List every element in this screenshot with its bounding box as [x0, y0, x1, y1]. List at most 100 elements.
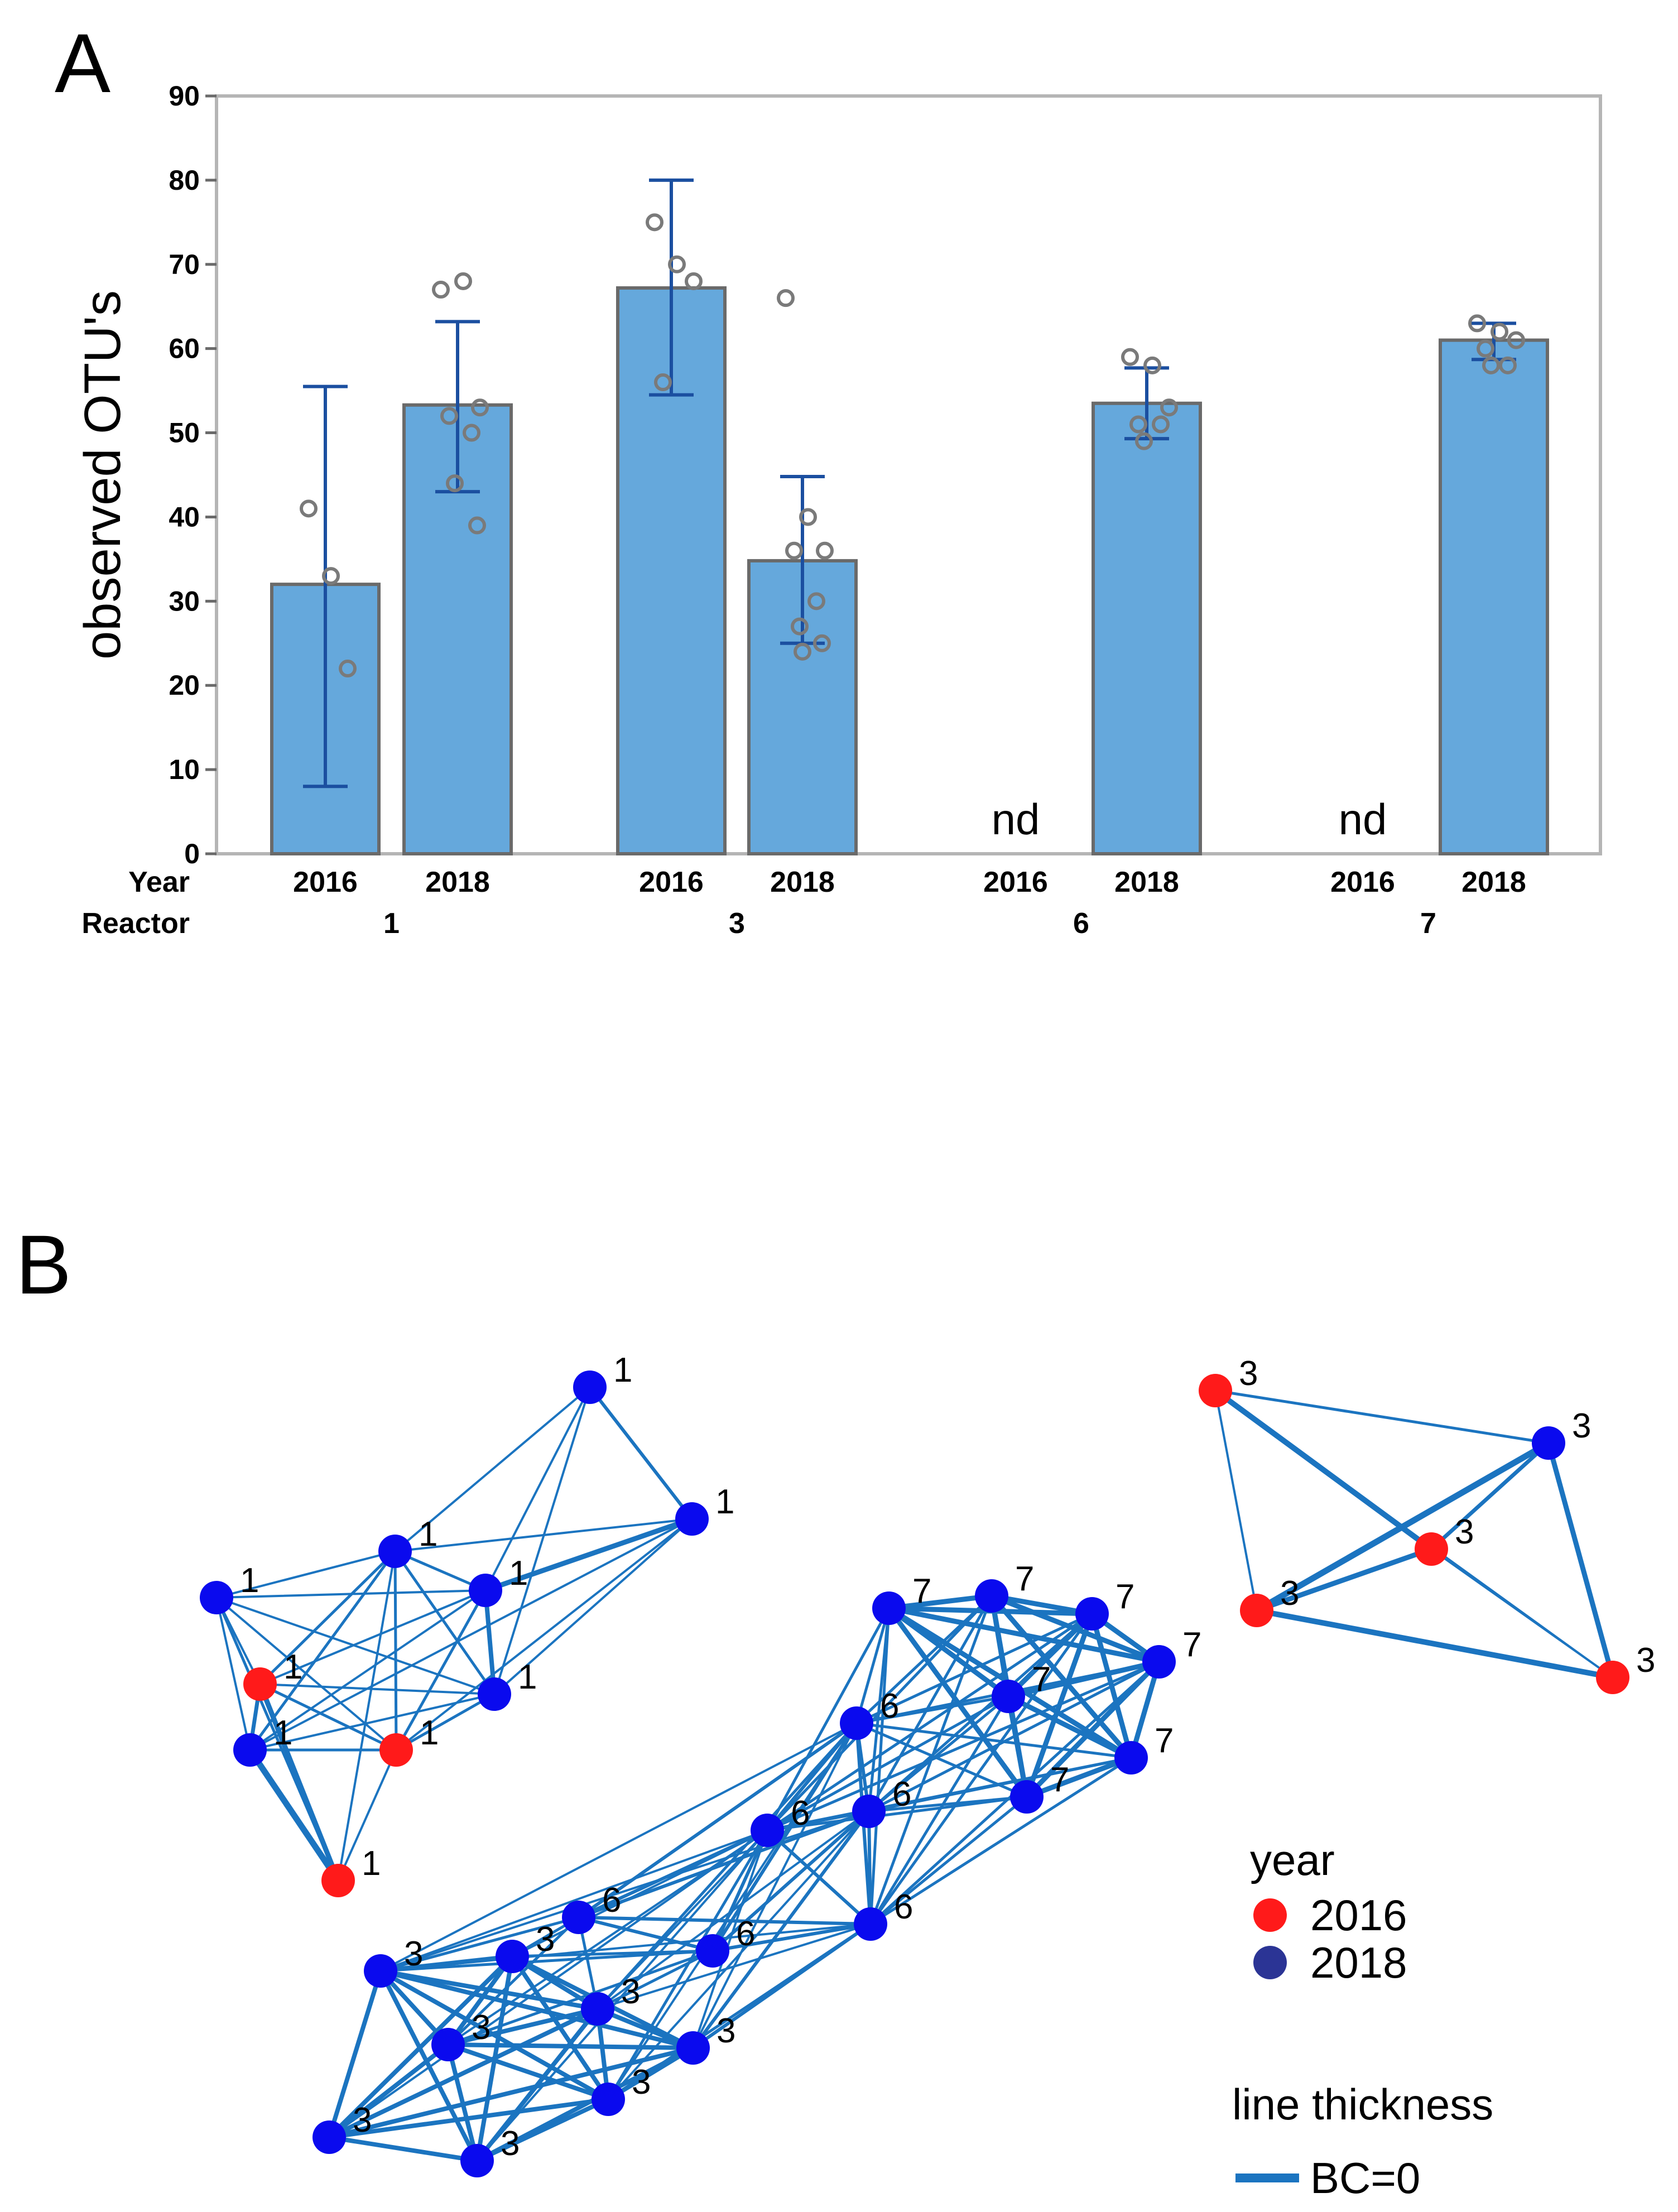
network-edge [484, 1386, 591, 1591]
legend-swatch-2018 [1253, 1946, 1287, 1979]
network-edge [692, 1829, 768, 2049]
data-point [1135, 432, 1153, 450]
panel-b-letter: B [16, 1218, 71, 1311]
network-edge [711, 1922, 872, 1953]
data-point [300, 499, 318, 518]
data-point [813, 634, 831, 652]
network-edge [1254, 1608, 1616, 1680]
network-edge [379, 1923, 872, 1972]
network-edge [855, 1695, 1010, 1725]
network-edge [215, 1550, 396, 1599]
data-point [454, 272, 472, 290]
network-edge [215, 1597, 397, 1751]
data-point [1152, 415, 1170, 434]
network-edge [394, 1518, 693, 1552]
network-node [581, 1992, 614, 2026]
node-label: 1 [509, 1554, 528, 1593]
data-point [322, 567, 340, 585]
legend-year-title: year [1250, 1835, 1335, 1884]
legend-label: 2018 [1310, 1938, 1407, 1987]
network-edge [446, 2042, 695, 2050]
legend-thickness-title: line thickness [1232, 2080, 1493, 2129]
network-node [200, 1581, 233, 1614]
network-node [478, 1677, 511, 1711]
data-point [1477, 339, 1494, 358]
node-label: 1 [715, 1483, 734, 1521]
network-edge [766, 1607, 891, 1832]
network-edge [379, 1722, 858, 1972]
network-edge [327, 2097, 610, 2139]
data-point [1507, 331, 1525, 349]
network-edge [247, 1747, 342, 1884]
network-edge [379, 1916, 580, 1973]
network-edge [395, 1692, 496, 1752]
network-edge [215, 1589, 487, 1599]
year-label: 2016 [639, 866, 704, 898]
node-label: 7 [1032, 1660, 1051, 1699]
data-point [1160, 398, 1178, 417]
data-point [1468, 314, 1486, 333]
network-node [992, 1680, 1025, 1713]
panel-a-letter: A [55, 16, 110, 110]
node-label: 7 [1155, 1721, 1174, 1760]
network-edge [327, 1969, 383, 2139]
node-label: 1 [419, 1515, 437, 1554]
year-label: 2016 [1330, 866, 1395, 898]
network-edge [483, 1516, 695, 1593]
node-label: 6 [880, 1687, 899, 1725]
year-label: 2018 [425, 866, 490, 898]
y-tick-label: 30 [169, 585, 200, 617]
bar [1092, 401, 1202, 855]
y-axis-label: observed OTU's [74, 290, 131, 660]
node-label: 7 [1015, 1560, 1034, 1598]
node-label: 1 [518, 1658, 537, 1696]
network-edge [493, 1518, 693, 1695]
network-edge [577, 1829, 769, 1919]
node-label: 7 [912, 1572, 931, 1610]
data-point [1499, 356, 1517, 374]
network-edge [259, 1683, 496, 1695]
network-node [378, 1535, 412, 1568]
network-edge [869, 1612, 1094, 1926]
network-edge [577, 1810, 871, 1919]
network-node [562, 1901, 595, 1934]
data-point [785, 541, 803, 560]
not-determined-label: nd [992, 795, 1040, 844]
node-label: 3 [353, 2101, 372, 2139]
network-edge [493, 1386, 591, 1695]
network-edge [867, 1594, 993, 1813]
network-edge [691, 1810, 871, 2050]
network-edge [855, 1721, 1133, 1759]
network-edge [446, 1954, 515, 2047]
network-node [696, 1934, 729, 1968]
network-edge [327, 2007, 600, 2139]
network-edge [607, 1810, 870, 2100]
legend-swatch-2016 [1253, 1898, 1287, 1932]
node-label: 6 [892, 1775, 911, 1814]
network-edge [766, 1660, 1161, 1832]
network-edge [258, 1682, 398, 1752]
network-edge [446, 1916, 580, 2046]
network-edge [855, 1612, 1094, 1725]
data-point [685, 272, 703, 290]
network-edge [692, 1722, 858, 2049]
network-node [364, 1954, 397, 1988]
node-label: 1 [420, 1714, 439, 1752]
year-label: 2018 [770, 866, 835, 898]
network-edge [867, 1695, 1010, 1813]
data-point [646, 213, 663, 232]
year-label: 2018 [1114, 866, 1179, 898]
node-label: 3 [621, 1973, 640, 2011]
network-edge [989, 1593, 1134, 1761]
network-edge [766, 1756, 1133, 1832]
network-edge [867, 1660, 1161, 1813]
node-label: 3 [1280, 1574, 1299, 1613]
network-edge [327, 2135, 479, 2163]
node-label: 3 [472, 2008, 491, 2047]
reactor-label: 3 [729, 907, 745, 940]
network-edge [257, 1681, 341, 1883]
y-tick-label: 50 [169, 417, 200, 449]
panel-b-network: 1 1 1 1 1 1 1 1 1 1 3 3 3 3 3 7 7 7 7 7 7 7 6 6 6 6 6 6 3 3 3 3 3 3 3 3 year… [200, 1351, 1655, 2203]
node-label: 3 [632, 2063, 651, 2102]
